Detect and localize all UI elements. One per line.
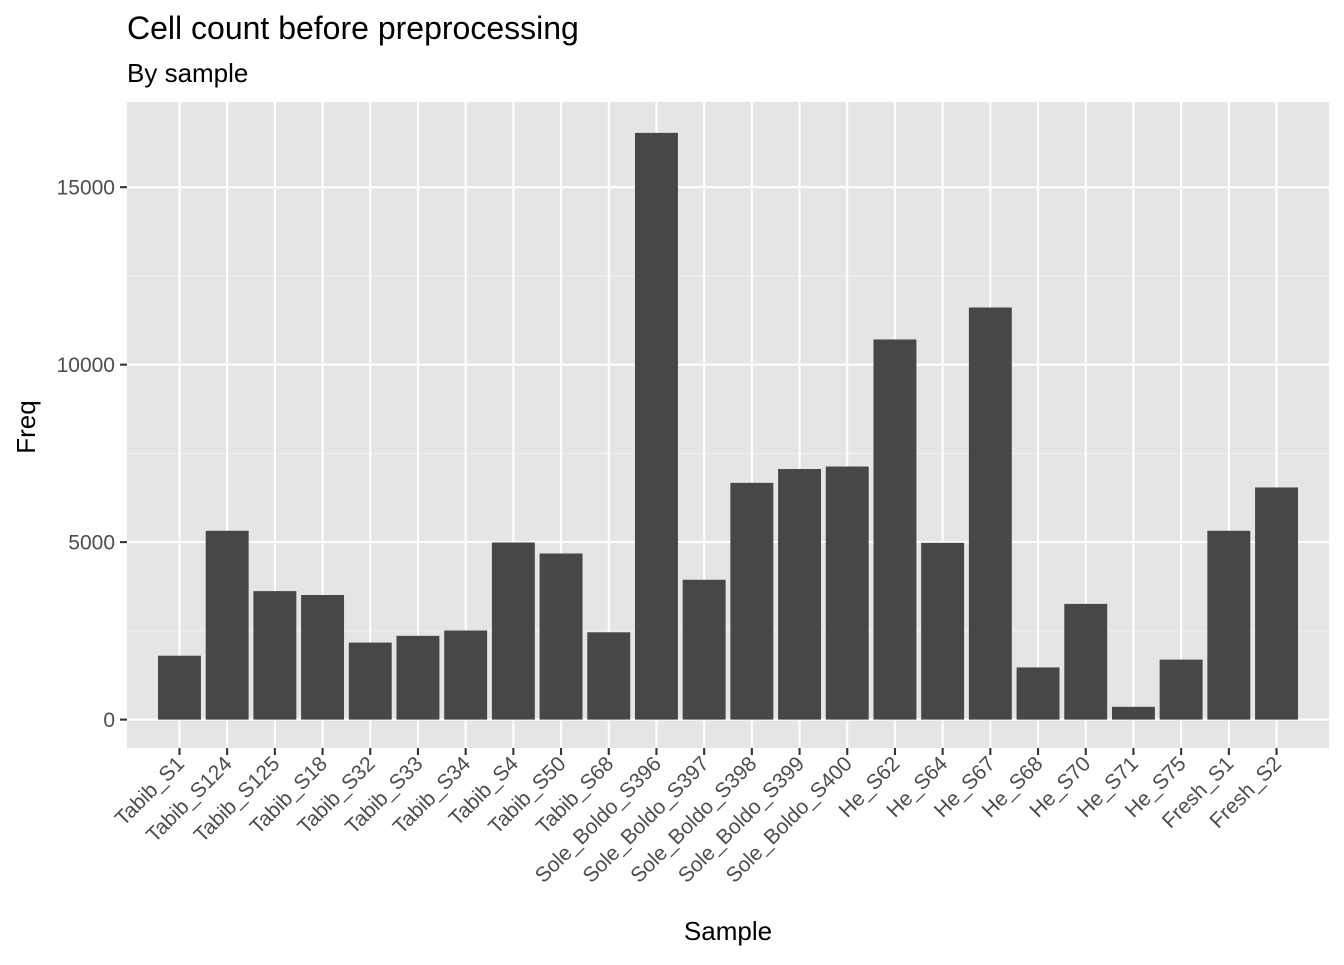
- bar-tabib-s18: [301, 595, 345, 720]
- bar-sole-boldo-s398: [730, 482, 774, 720]
- bar-he-s75: [1159, 659, 1203, 720]
- bar-he-s70: [1064, 603, 1108, 720]
- bar-tabib-s125: [253, 591, 297, 720]
- x-axis: Tabib_S1Tabib_S124Tabib_S125Tabib_S18Tab…: [111, 748, 1286, 887]
- bar-sole-boldo-s400: [825, 466, 869, 720]
- bar-fresh-s1: [1207, 530, 1251, 720]
- y-axis: 0 5000 10000 15000: [57, 177, 127, 732]
- y-tick-label: 15000: [57, 177, 115, 200]
- bar-he-s62: [873, 339, 917, 720]
- bar-tabib-s1: [158, 655, 201, 720]
- bar-tabib-s124: [205, 530, 249, 720]
- bar-he-s71: [1111, 706, 1155, 720]
- y-axis-title: Freq: [11, 400, 41, 453]
- bar-sole-boldo-s396: [634, 132, 678, 720]
- bar-tabib-s4: [491, 542, 535, 720]
- bar-tabib-s34: [444, 630, 488, 720]
- bar-tabib-s33: [396, 635, 440, 720]
- bar-tabib-s50: [539, 553, 583, 720]
- bar-sole-boldo-s397: [682, 579, 726, 720]
- x-axis-title: Sample: [684, 916, 772, 946]
- bar-he-s67: [968, 307, 1012, 720]
- bar-fresh-s2: [1255, 487, 1298, 720]
- bar-tabib-s68: [587, 632, 631, 720]
- bar-tabib-s32: [348, 642, 392, 720]
- chart-title: Cell count before preprocessing: [127, 10, 579, 46]
- bar-he-s64: [921, 542, 965, 720]
- y-tick-label: 0: [103, 709, 115, 732]
- y-tick-label: 5000: [68, 532, 115, 555]
- bar-sole-boldo-s399: [778, 469, 822, 720]
- bars: [158, 132, 1298, 720]
- bar-he-s68: [1016, 667, 1060, 720]
- chart-subtitle: By sample: [127, 58, 248, 88]
- y-tick-label: 10000: [57, 354, 115, 377]
